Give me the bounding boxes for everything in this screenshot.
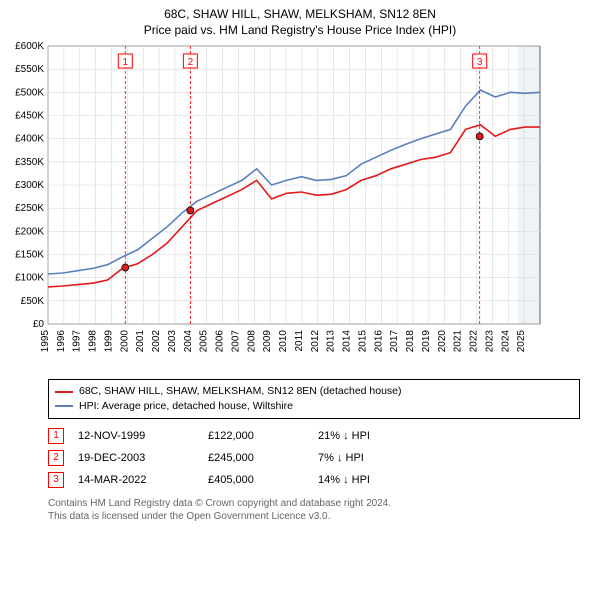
svg-text:2020: 2020 (437, 330, 448, 353)
footer-line-1: Contains HM Land Registry data © Crown c… (48, 498, 391, 509)
title-line-2: Price paid vs. HM Land Registry's House … (144, 23, 456, 37)
legend-item: HPI: Average price, detached house, Wilt… (55, 399, 573, 414)
event-price: £245,000 (208, 452, 318, 464)
svg-text:2005: 2005 (199, 330, 210, 353)
event-row: 3 14-MAR-2022£405,00014% ↓ HPI (48, 469, 580, 491)
svg-text:2007: 2007 (230, 330, 241, 353)
svg-text:2002: 2002 (151, 330, 162, 353)
legend-item: 68C, SHAW HILL, SHAW, MELKSHAM, SN12 8EN… (55, 384, 573, 399)
svg-text:1995: 1995 (40, 330, 51, 353)
svg-text:2022: 2022 (469, 330, 480, 353)
event-marker-box: 1 (48, 428, 64, 444)
event-marker-box: 3 (48, 472, 64, 488)
chart: £0 £50K £100K £150K £200K £250K £300K £350K £400… (0, 38, 600, 373)
svg-text:1997: 1997 (72, 330, 83, 353)
svg-text:£600K: £600K (15, 41, 44, 52)
svg-text:3: 3 (477, 57, 483, 68)
svg-text:2024: 2024 (500, 330, 511, 353)
event-row: 2 19-DEC-2003£245,0007% ↓ HPI (48, 447, 580, 469)
event-row: 1 12-NOV-1999£122,00021% ↓ HPI (48, 425, 580, 447)
legend-swatch (55, 391, 73, 393)
chart-title: 68C, SHAW HILL, SHAW, MELKSHAM, SN12 8EN… (0, 0, 600, 38)
svg-text:£450K: £450K (15, 111, 44, 122)
svg-text:2023: 2023 (484, 330, 495, 353)
svg-text:1: 1 (123, 57, 129, 68)
svg-text:2021: 2021 (453, 330, 464, 353)
legend-label: HPI: Average price, detached house, Wilt… (79, 399, 293, 414)
svg-text:2010: 2010 (278, 330, 289, 353)
svg-text:£100K: £100K (15, 273, 44, 284)
svg-text:2015: 2015 (357, 330, 368, 353)
svg-text:2001: 2001 (135, 330, 146, 353)
event-marker-box: 2 (48, 450, 64, 466)
svg-text:£300K: £300K (15, 180, 44, 191)
svg-text:2: 2 (188, 57, 194, 68)
svg-text:1999: 1999 (103, 330, 114, 353)
svg-text:1996: 1996 (56, 330, 67, 353)
svg-text:2018: 2018 (405, 330, 416, 353)
footer-line-2: This data is licensed under the Open Gov… (48, 511, 330, 522)
svg-text:£50K: £50K (21, 296, 45, 307)
svg-text:2006: 2006 (215, 330, 226, 353)
event-date: 12-NOV-1999 (78, 430, 208, 442)
svg-text:£200K: £200K (15, 227, 44, 238)
svg-text:2016: 2016 (373, 330, 384, 353)
figure: 68C, SHAW HILL, SHAW, MELKSHAM, SN12 8EN… (0, 0, 600, 590)
svg-text:£0: £0 (33, 319, 45, 330)
svg-text:£550K: £550K (15, 65, 44, 76)
svg-text:2017: 2017 (389, 330, 400, 353)
svg-text:£150K: £150K (15, 250, 44, 261)
svg-text:£400K: £400K (15, 134, 44, 145)
svg-text:2000: 2000 (119, 330, 130, 353)
event-hpi: 21% ↓ HPI (318, 430, 428, 442)
svg-text:£250K: £250K (15, 204, 44, 215)
svg-text:2014: 2014 (342, 330, 353, 353)
svg-text:2008: 2008 (246, 330, 257, 353)
svg-text:1998: 1998 (88, 330, 99, 353)
svg-text:2003: 2003 (167, 330, 178, 353)
svg-text:2025: 2025 (516, 330, 527, 353)
svg-text:2013: 2013 (326, 330, 337, 353)
event-price: £405,000 (208, 474, 318, 486)
legend: 68C, SHAW HILL, SHAW, MELKSHAM, SN12 8EN… (48, 379, 580, 418)
event-date: 14-MAR-2022 (78, 474, 208, 486)
svg-text:2004: 2004 (183, 330, 194, 353)
chart-svg: £0 £50K £100K £150K £200K £250K £300K £350K £400… (0, 38, 560, 368)
footer: Contains HM Land Registry data © Crown c… (48, 497, 580, 524)
legend-swatch (55, 405, 73, 407)
svg-text:£350K: £350K (15, 157, 44, 168)
svg-text:2011: 2011 (294, 330, 305, 352)
event-hpi: 14% ↓ HPI (318, 474, 428, 486)
event-hpi: 7% ↓ HPI (318, 452, 428, 464)
title-line-1: 68C, SHAW HILL, SHAW, MELKSHAM, SN12 8EN (164, 7, 436, 21)
legend-label: 68C, SHAW HILL, SHAW, MELKSHAM, SN12 8EN… (79, 384, 402, 399)
events-table: 1 12-NOV-1999£122,00021% ↓ HPI 2 19-DEC-200… (48, 425, 580, 491)
svg-text:£500K: £500K (15, 88, 44, 99)
svg-text:2019: 2019 (421, 330, 432, 353)
event-date: 19-DEC-2003 (78, 452, 208, 464)
svg-text:2012: 2012 (310, 330, 321, 353)
event-price: £122,000 (208, 430, 318, 442)
svg-text:2009: 2009 (262, 330, 273, 353)
